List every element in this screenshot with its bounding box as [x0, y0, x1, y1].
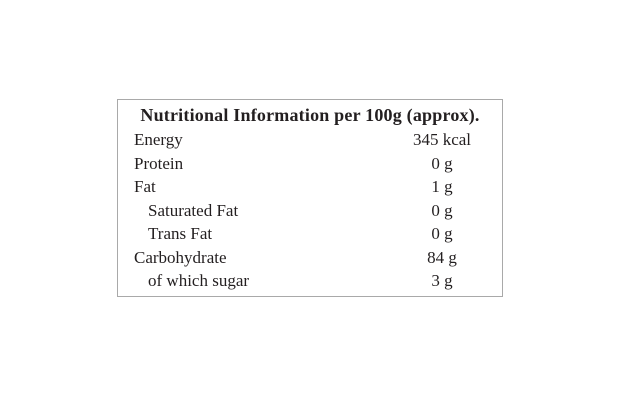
nutrition-row-trans-fat: Trans Fat 0 g	[118, 222, 502, 246]
nutrient-label: Saturated Fat	[148, 200, 239, 220]
nutrient-label: Fat	[134, 177, 156, 196]
nutrition-facts-panel: Nutritional Information per 100g (approx…	[117, 99, 503, 297]
nutrient-value: 84 g	[427, 247, 457, 267]
nutrition-title: Nutritional Information per 100g (approx…	[140, 105, 480, 125]
nutrition-row-saturated-fat: Saturated Fat 0 g	[118, 199, 502, 223]
nutrition-row-of-which-sugar: of which sugar 3 g	[118, 269, 502, 293]
nutrition-row-carbohydrate: Carbohydrate 84 g	[118, 246, 502, 270]
nutrient-value: 0 g	[431, 153, 453, 173]
nutrition-row-protein: Protein 0 g	[118, 152, 502, 176]
nutrient-value: 0 g	[431, 200, 453, 220]
nutrition-rows: Energy 345 kcal Protein 0 g Fat 1 g Satu…	[118, 128, 502, 296]
nutrient-value: 0 g	[431, 224, 453, 243]
nutrient-label: Carbohydrate	[134, 247, 227, 267]
nutrient-label: Trans Fat	[148, 224, 213, 243]
nutrition-row-fat: Fat 1 g	[118, 175, 502, 199]
nutrient-value: 1 g	[431, 177, 453, 196]
nutrient-value: 3 g	[431, 271, 453, 290]
nutrient-label: Protein	[134, 153, 184, 173]
nutrient-label: of which sugar	[148, 271, 250, 290]
nutrient-label: Energy	[134, 130, 183, 149]
nutrition-row-energy: Energy 345 kcal	[118, 128, 502, 152]
nutrient-value: 345 kcal	[412, 130, 472, 149]
